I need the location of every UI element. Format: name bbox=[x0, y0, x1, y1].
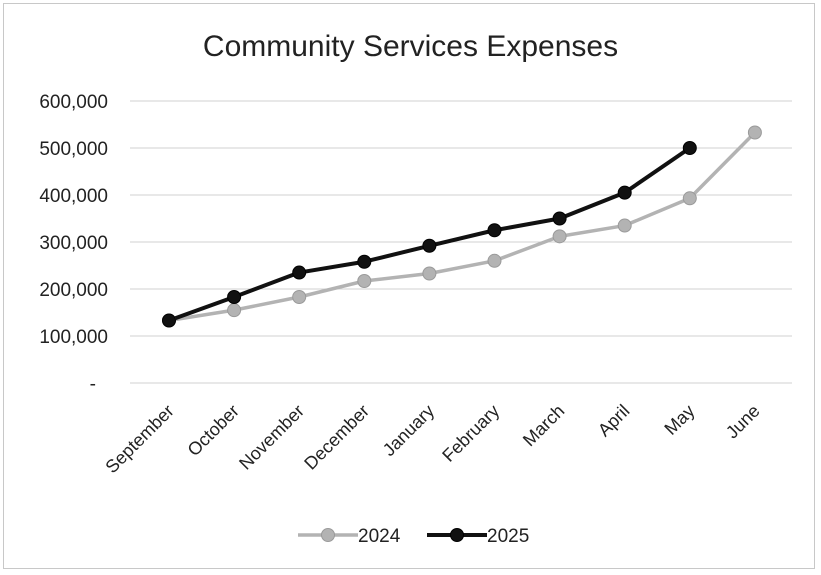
data-point-2025 bbox=[357, 254, 372, 269]
y-tick-label: 300,000 bbox=[39, 233, 108, 254]
x-tick-label: May bbox=[660, 401, 698, 439]
data-point-2025 bbox=[487, 223, 502, 238]
data-point-2024 bbox=[747, 125, 762, 140]
chart-frame bbox=[3, 3, 815, 569]
data-point-2024 bbox=[227, 303, 242, 318]
data-point-2025 bbox=[682, 141, 697, 155]
x-tick-label: December bbox=[300, 401, 373, 474]
data-point-2025 bbox=[162, 313, 176, 328]
data-point-2025 bbox=[422, 238, 437, 253]
legend-label-2025: 2025 bbox=[487, 526, 529, 547]
data-point-2024 bbox=[682, 191, 697, 206]
legend-marker-2025 bbox=[450, 528, 464, 542]
x-tick-label: September bbox=[101, 401, 177, 477]
y-tick-label: 100,000 bbox=[39, 327, 108, 348]
x-tick-label: March bbox=[519, 401, 569, 451]
series-line-2025 bbox=[167, 146, 692, 323]
x-tick-label: October bbox=[184, 401, 243, 460]
data-point-2025 bbox=[227, 289, 242, 304]
chart-title: Community Services Expenses bbox=[202, 30, 619, 63]
legend-label-2024: 2024 bbox=[358, 526, 401, 547]
y-tick-label: 200,000 bbox=[39, 280, 108, 301]
data-point-2025 bbox=[617, 185, 632, 200]
y-tick-label: 400,000 bbox=[39, 186, 108, 207]
series-line-2024 bbox=[167, 130, 757, 323]
y-tick-label: 600,000 bbox=[39, 92, 108, 113]
legend-marker-2024 bbox=[321, 528, 335, 542]
data-point-2025 bbox=[292, 265, 307, 280]
data-point-2025 bbox=[552, 211, 567, 226]
data-point-2024 bbox=[487, 253, 502, 268]
data-point-2024 bbox=[292, 289, 307, 304]
y-tick-label: - bbox=[90, 374, 96, 395]
y-tick-label: 500,000 bbox=[39, 139, 108, 160]
x-tick-label: January bbox=[379, 401, 438, 460]
x-tick-label: April bbox=[594, 401, 634, 441]
data-point-2024 bbox=[357, 274, 372, 289]
data-point-2024 bbox=[552, 229, 567, 244]
data-point-2024 bbox=[422, 266, 437, 281]
x-tick-label: February bbox=[438, 401, 503, 466]
x-tick-label: November bbox=[235, 401, 308, 474]
x-tick-label: June bbox=[722, 401, 764, 443]
data-point-2024 bbox=[617, 218, 632, 233]
